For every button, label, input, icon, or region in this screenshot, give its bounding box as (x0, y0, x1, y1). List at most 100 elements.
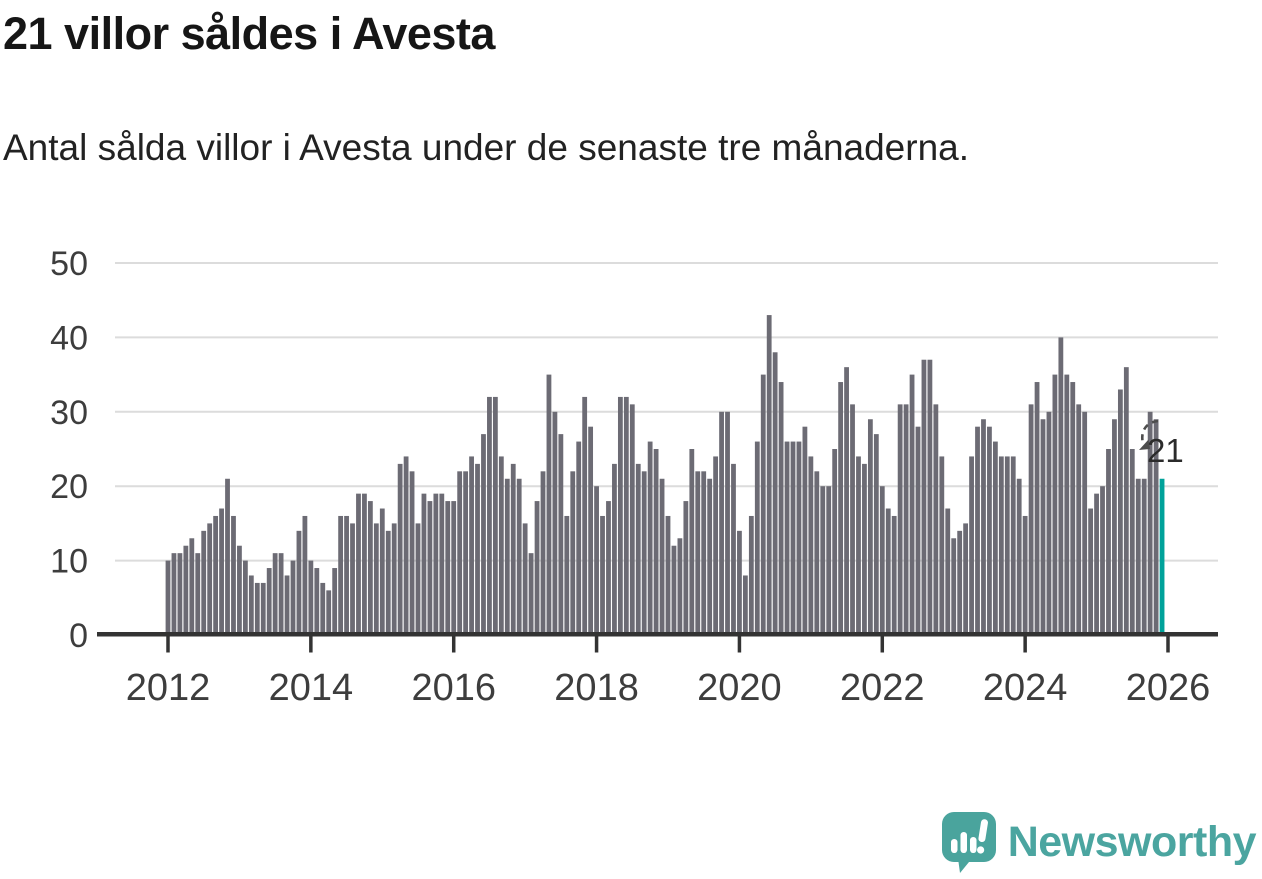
chart-title: 21 villor såldes i Avesta (3, 8, 495, 59)
x-tick-label-2026: 2026 (1126, 667, 1211, 709)
bar-2022-01 (879, 486, 885, 635)
bar-2019-01 (665, 515, 671, 635)
bar-2021-01 (808, 456, 814, 635)
bar-2019-02 (671, 545, 677, 635)
bar-2012-04 (183, 545, 189, 635)
bar-2017-12 (588, 426, 594, 635)
bar-2014-04 (326, 590, 332, 635)
bar-2024-10 (1076, 404, 1082, 635)
bar-2023-06 (981, 419, 986, 635)
bar-2024-06 (1052, 374, 1058, 635)
bar-2024-04 (1040, 419, 1046, 635)
y-axis-labels: 0 10 20 30 40 50 (50, 245, 88, 655)
x-tick-label-2012: 2012 (126, 667, 211, 709)
bar-2017-04 (540, 471, 546, 635)
bar-2013-01 (237, 545, 242, 635)
bar-2025-07 (1129, 449, 1135, 635)
bar-2014-03 (320, 582, 326, 635)
bar-2017-03 (534, 501, 540, 635)
bar-2022-04 (897, 404, 903, 635)
bar-2015-12 (445, 501, 451, 635)
bar-2017-09 (570, 471, 576, 635)
bar-2013-04 (254, 582, 260, 635)
bar-2015-07 (415, 523, 421, 635)
bar-2012-08 (207, 523, 213, 635)
bar-2023-10 (1004, 456, 1010, 635)
bar-2019-06 (695, 471, 701, 635)
bar-2024-02 (1028, 404, 1034, 635)
bar-2018-01 (594, 486, 599, 635)
bar-2012-05 (189, 538, 195, 635)
bar-2015-10 (433, 493, 439, 635)
bar-2018-10 (647, 441, 653, 635)
bar-2023-09 (998, 456, 1004, 635)
bar-2013-07 (272, 553, 278, 635)
bar-2013-10 (290, 560, 296, 635)
bar-2017-07 (558, 434, 564, 635)
x-tick-2016 (451, 636, 456, 653)
bar-2012-11 (225, 478, 230, 635)
bar-2021-09 (856, 456, 861, 635)
bar-2025-01 (1094, 493, 1099, 635)
bar-2018-07 (629, 404, 635, 635)
bar-2020-01 (737, 530, 742, 635)
bar-2019-05 (689, 449, 695, 635)
bar-2014-02 (314, 568, 320, 635)
bar-2014-12 (373, 523, 379, 635)
x-tick-label-2018: 2018 (554, 667, 639, 709)
bar-2021-05 (832, 449, 838, 635)
x-tick-label-2014: 2014 (269, 667, 354, 709)
bar-2013-11 (296, 530, 302, 635)
y-tick-label-10: 10 (50, 543, 88, 581)
bar-2014-01 (308, 560, 314, 635)
bar-2020-06 (766, 315, 772, 635)
annotation-arrow-icon (1140, 419, 1159, 442)
bar-2019-12 (731, 463, 736, 635)
chart-subtitle: Antal sålda villor i Avesta under de sen… (3, 127, 970, 168)
bar-2022-10 (933, 404, 939, 635)
highlight-bar-2025-12 (1159, 478, 1165, 635)
bar-2014-07 (344, 515, 349, 635)
bar-2017-06 (552, 411, 558, 635)
x-tick-label-2024: 2024 (983, 667, 1068, 709)
bar-2020-05 (760, 374, 766, 635)
bar-2016-12 (516, 478, 522, 635)
bar-2024-12 (1088, 508, 1094, 635)
bar-2017-01 (522, 523, 528, 635)
bar-2015-01 (379, 508, 385, 635)
bar-2014-05 (332, 568, 338, 635)
bar-2015-05 (403, 456, 409, 635)
bar-2025-03 (1106, 449, 1111, 635)
bar-2012-10 (219, 508, 224, 635)
logo-bar-medium (969, 837, 977, 853)
bar-2019-07 (701, 471, 707, 635)
bar-2012-01 (165, 560, 171, 635)
bar-2022-02 (885, 508, 891, 635)
bar-2022-12 (945, 508, 951, 635)
bar-2016-09 (498, 456, 504, 635)
y-tick-label-40: 40 (50, 319, 88, 357)
bars (165, 315, 1165, 635)
bar-2020-07 (772, 352, 778, 635)
bar-2019-04 (683, 501, 689, 635)
bar-2025-10 (1147, 411, 1153, 635)
bar-2012-12 (231, 515, 236, 635)
bar-2018-06 (623, 396, 629, 635)
newsworthy-wordmark: Newsworthy (1007, 817, 1257, 866)
x-tick-label-2022: 2022 (840, 667, 925, 709)
bar-2016-01 (451, 501, 457, 635)
bar-2019-03 (677, 538, 683, 635)
bar-2021-02 (814, 471, 820, 635)
bar-2015-09 (427, 501, 433, 635)
bar-2024-01 (1022, 515, 1028, 635)
bar-2025-06 (1123, 367, 1129, 635)
bar-2014-06 (338, 515, 344, 635)
bar-2023-07 (987, 426, 992, 635)
bar-2017-05 (546, 374, 552, 635)
x-tick-label-2016: 2016 (411, 667, 496, 709)
bar-2023-01 (951, 538, 957, 635)
bar-2018-05 (617, 396, 623, 635)
bar-2018-12 (659, 478, 665, 635)
newsworthy-logo-icon (941, 812, 996, 873)
